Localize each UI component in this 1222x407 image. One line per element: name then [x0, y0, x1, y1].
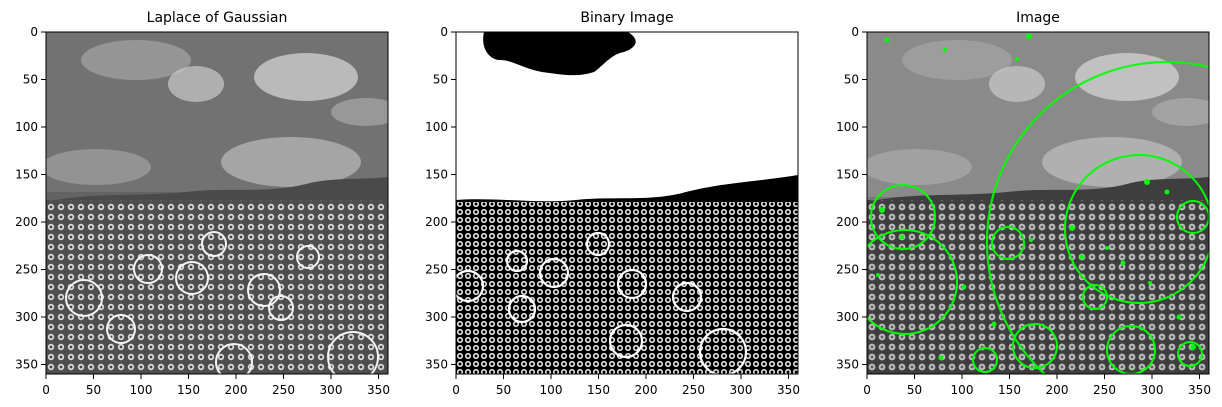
x-tick-label: 50: [496, 383, 511, 397]
panel-title: Laplace of Gaussian: [147, 10, 288, 26]
x-tick-label: 100: [951, 383, 974, 397]
x-tick-label: 150: [998, 383, 1021, 397]
x-ticks: 0 50 100 150 200 250 300 350: [42, 374, 390, 397]
y-tick-label: 150: [425, 168, 448, 182]
y-tick-label: 200: [15, 215, 38, 229]
y-tick-label: 350: [836, 358, 859, 372]
panel-image: Image: [836, 10, 1211, 397]
x-ticks: 0 50 100 150 200 250 300 350: [452, 374, 800, 397]
y-tick-label: 300: [836, 310, 859, 324]
y-tick-label: 250: [836, 263, 859, 277]
x-ticks: 0 50 100 150 200 250 300 350: [863, 374, 1211, 397]
x-tick-label: 350: [777, 383, 800, 397]
x-tick-label: 200: [635, 383, 658, 397]
x-tick-label: 200: [1046, 383, 1069, 397]
x-tick-label: 50: [907, 383, 922, 397]
detected-image: [867, 32, 1209, 374]
panel-title: Image: [1016, 10, 1060, 26]
x-tick-label: 300: [730, 383, 753, 397]
y-tick-label: 200: [425, 215, 448, 229]
panel-binary: Binary Image: [425, 10, 800, 397]
x-tick-label: 300: [320, 383, 343, 397]
y-tick-label: 350: [15, 358, 38, 372]
x-tick-label: 200: [225, 383, 248, 397]
y-tick-label: 300: [15, 310, 38, 324]
y-tick-label: 50: [23, 73, 38, 87]
log-image: [46, 32, 388, 374]
y-tick-label: 100: [15, 120, 38, 134]
axis-frame: [866, 31, 1210, 375]
y-tick-label: 0: [440, 25, 448, 39]
y-tick-label: 300: [425, 310, 448, 324]
y-ticks: 0 50 100 150 200 250 300 350: [836, 25, 867, 372]
y-tick-label: 150: [15, 168, 38, 182]
x-tick-label: 250: [682, 383, 705, 397]
x-tick-label: 50: [86, 383, 101, 397]
y-tick-label: 150: [836, 168, 859, 182]
axis-frame: [455, 31, 799, 375]
x-tick-label: 350: [367, 383, 390, 397]
x-tick-label: 150: [587, 383, 610, 397]
binary-image: [456, 32, 798, 374]
y-tick-label: 350: [425, 358, 448, 372]
x-tick-label: 350: [1188, 383, 1211, 397]
y-tick-label: 250: [425, 263, 448, 277]
x-tick-label: 250: [272, 383, 295, 397]
axis-frame: [45, 31, 389, 375]
x-tick-label: 0: [863, 383, 871, 397]
y-tick-label: 50: [433, 73, 448, 87]
panel-title: Binary Image: [580, 10, 673, 26]
x-tick-label: 100: [540, 383, 563, 397]
y-tick-label: 50: [844, 73, 859, 87]
panel-laplace: Laplace of Gaussian: [15, 10, 390, 397]
x-tick-label: 150: [177, 383, 200, 397]
y-tick-label: 100: [836, 120, 859, 134]
x-tick-label: 100: [130, 383, 153, 397]
y-tick-label: 0: [30, 25, 38, 39]
y-tick-label: 200: [836, 215, 859, 229]
x-tick-label: 300: [1141, 383, 1164, 397]
x-tick-label: 0: [42, 383, 50, 397]
x-tick-label: 0: [452, 383, 460, 397]
y-tick-label: 250: [15, 263, 38, 277]
y-tick-label: 0: [851, 25, 859, 39]
y-ticks: 0 50 100 150 200 250 300 350: [15, 25, 46, 372]
y-tick-label: 100: [425, 120, 448, 134]
x-tick-label: 250: [1093, 383, 1116, 397]
y-ticks: 0 50 100 150 200 250 300 350: [425, 25, 456, 372]
